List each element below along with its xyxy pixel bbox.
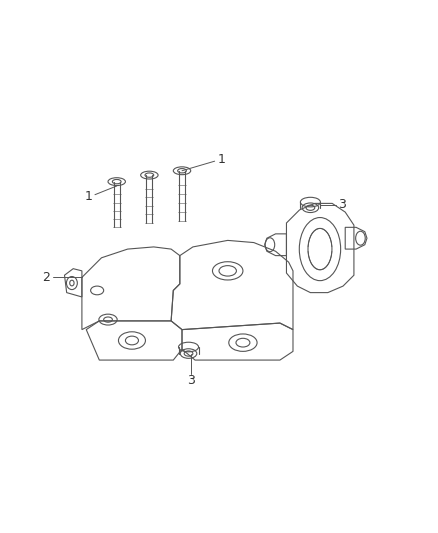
- Text: 2: 2: [42, 271, 50, 284]
- Text: 3: 3: [338, 198, 346, 211]
- Text: 1: 1: [85, 190, 92, 204]
- Text: 1: 1: [217, 154, 225, 166]
- Text: 3: 3: [187, 374, 194, 387]
